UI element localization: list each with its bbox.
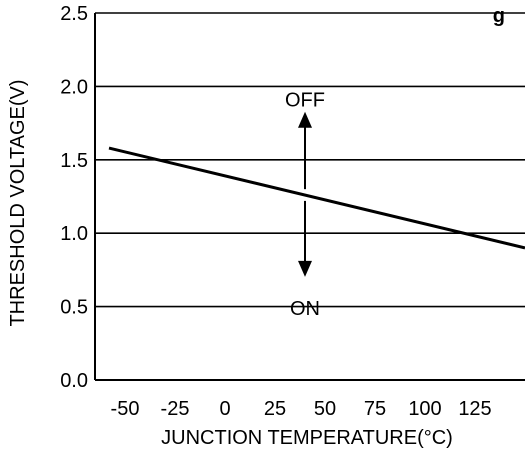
x-tick-labels: -50 -25 0 25 50 75 100 125	[111, 398, 492, 420]
x-axis-title: JUNCTION TEMPERATURE(°C)	[161, 427, 453, 449]
y-tick-label: 2.5	[60, 3, 88, 25]
x-tick-label: 75	[364, 398, 386, 420]
y-tick-label: 0.5	[60, 297, 88, 319]
x-tick-label: 125	[458, 398, 491, 420]
y-tick-label: 2.0	[60, 76, 88, 98]
x-tick-label: -50	[111, 398, 140, 420]
x-tick-label: 0	[219, 398, 230, 420]
grid-lines	[95, 12, 525, 308]
y-tick-labels: 0.0 0.5 1.0 1.5 2.0 2.5	[60, 3, 88, 392]
y-tick-label: 0.0	[60, 370, 88, 392]
x-tick-label: -25	[161, 398, 190, 420]
off-arrow-head	[298, 111, 312, 128]
series-line-0	[108, 146, 525, 250]
x-tick-label: 50	[314, 398, 336, 420]
series-layer	[108, 146, 525, 250]
y-axis-title: THRESHOLD VOLTAGE(V)	[7, 79, 29, 326]
chart-title: g	[493, 5, 505, 27]
off-label: OFF	[285, 89, 325, 111]
annotation-layer: OFF ON	[285, 89, 325, 319]
y-tick-label: 1.0	[60, 223, 88, 245]
x-tick-label: 100	[408, 398, 441, 420]
y-tick-label: 1.5	[60, 150, 88, 172]
x-tick-label: 25	[264, 398, 286, 420]
on-arrow-head	[298, 260, 312, 277]
on-label: ON	[290, 298, 320, 320]
